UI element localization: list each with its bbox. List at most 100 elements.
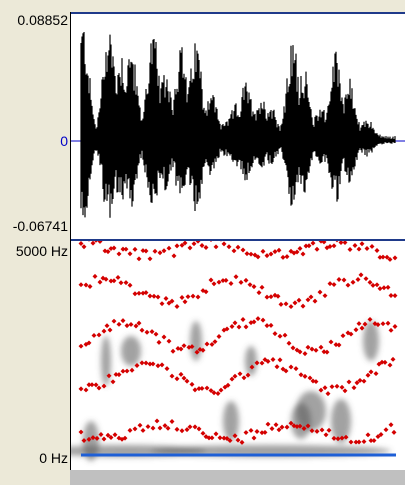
formant-point	[155, 363, 161, 369]
formant-point	[265, 421, 271, 427]
formant-point	[340, 333, 346, 339]
formant-point	[272, 249, 278, 255]
formant-point	[274, 364, 280, 370]
formant-point	[324, 349, 330, 355]
spectrogram-energy-blob	[331, 399, 351, 443]
formant-point	[157, 425, 163, 431]
formant-point	[296, 297, 302, 303]
bottom-scrollbar[interactable]	[70, 470, 405, 485]
formant-point	[375, 434, 381, 440]
formant-point	[174, 376, 180, 382]
formant-point	[78, 386, 84, 392]
formant-point	[297, 246, 303, 251]
formant-point	[111, 318, 117, 324]
formant-point	[240, 317, 246, 322]
formant-point	[345, 282, 351, 288]
formant-point	[392, 324, 398, 329]
formant-point	[120, 246, 126, 252]
formant-point	[387, 256, 393, 262]
formant-point	[174, 426, 180, 432]
formant-point	[365, 372, 371, 378]
formant-point	[256, 290, 262, 296]
formant-point	[152, 248, 158, 254]
formant-point	[151, 293, 157, 299]
formant-point	[342, 241, 348, 246]
formant-point	[279, 424, 285, 430]
formant-point	[361, 378, 367, 384]
formant-point	[239, 439, 245, 445]
formant-point	[189, 344, 195, 350]
formant-point	[361, 439, 367, 445]
formant-point	[200, 430, 206, 436]
formant-point	[292, 300, 298, 306]
formant-point	[314, 428, 320, 434]
formant-point	[385, 284, 391, 290]
waveform-panel[interactable]	[70, 12, 405, 241]
formant-point	[305, 344, 311, 350]
formant-point	[78, 282, 84, 288]
formant-point	[382, 359, 388, 365]
formant-point	[83, 282, 89, 288]
formant-point	[377, 254, 383, 260]
formant-point	[86, 241, 92, 242]
formant-point	[178, 371, 184, 377]
formant-point	[325, 391, 331, 397]
formant-point	[195, 294, 201, 300]
formant-point	[264, 294, 270, 300]
formant-point	[208, 241, 214, 243]
waveform-min-label: -0.06741	[12, 218, 68, 234]
formant-point	[357, 377, 363, 383]
formant-point	[156, 339, 162, 345]
formant-point	[387, 362, 393, 368]
formant-point	[203, 289, 209, 295]
formant-point	[93, 382, 99, 388]
formant-point	[264, 253, 270, 259]
formant-point	[286, 340, 292, 346]
formant-point	[302, 373, 308, 379]
formant-point	[374, 282, 380, 288]
formant-point	[124, 323, 130, 329]
formant-point	[179, 428, 185, 434]
formant-point	[233, 274, 239, 280]
formant-point	[342, 388, 348, 394]
formant-point	[90, 241, 96, 246]
formant-point	[196, 426, 202, 432]
formant-point	[247, 282, 253, 288]
formant-point	[221, 241, 227, 247]
formant-point	[269, 426, 275, 432]
formant-point	[220, 278, 226, 284]
formant-point	[335, 436, 341, 442]
formant-point	[203, 244, 209, 250]
formant-point	[368, 369, 374, 375]
formant-point	[150, 425, 156, 431]
formant-point	[383, 427, 389, 433]
formant-point	[204, 385, 210, 391]
formant-point	[161, 248, 167, 254]
formant-point	[132, 246, 138, 252]
formant-point	[218, 241, 224, 242]
formant-point	[388, 422, 394, 428]
formant-point	[268, 294, 274, 300]
formant-point	[368, 438, 374, 444]
formant-point	[136, 256, 142, 262]
formant-point	[277, 357, 283, 363]
spectrogram-panel[interactable]	[70, 241, 405, 470]
formant-point	[232, 320, 238, 326]
formant-point	[283, 301, 289, 307]
formant-point	[259, 360, 265, 366]
formant-point	[297, 349, 303, 355]
formant-point	[329, 384, 335, 390]
formant-point	[213, 244, 219, 250]
formant-point	[378, 432, 384, 437]
formant-point	[367, 316, 373, 322]
formant-point	[369, 243, 375, 249]
formant-point	[104, 323, 110, 329]
formant-point	[111, 278, 117, 284]
formant-point	[294, 249, 300, 255]
formant-point	[204, 341, 210, 347]
formant-point	[166, 338, 172, 344]
formant-tracks	[78, 241, 398, 445]
formant-point	[224, 326, 230, 332]
formant-point	[367, 279, 373, 285]
formant-point	[377, 286, 383, 292]
